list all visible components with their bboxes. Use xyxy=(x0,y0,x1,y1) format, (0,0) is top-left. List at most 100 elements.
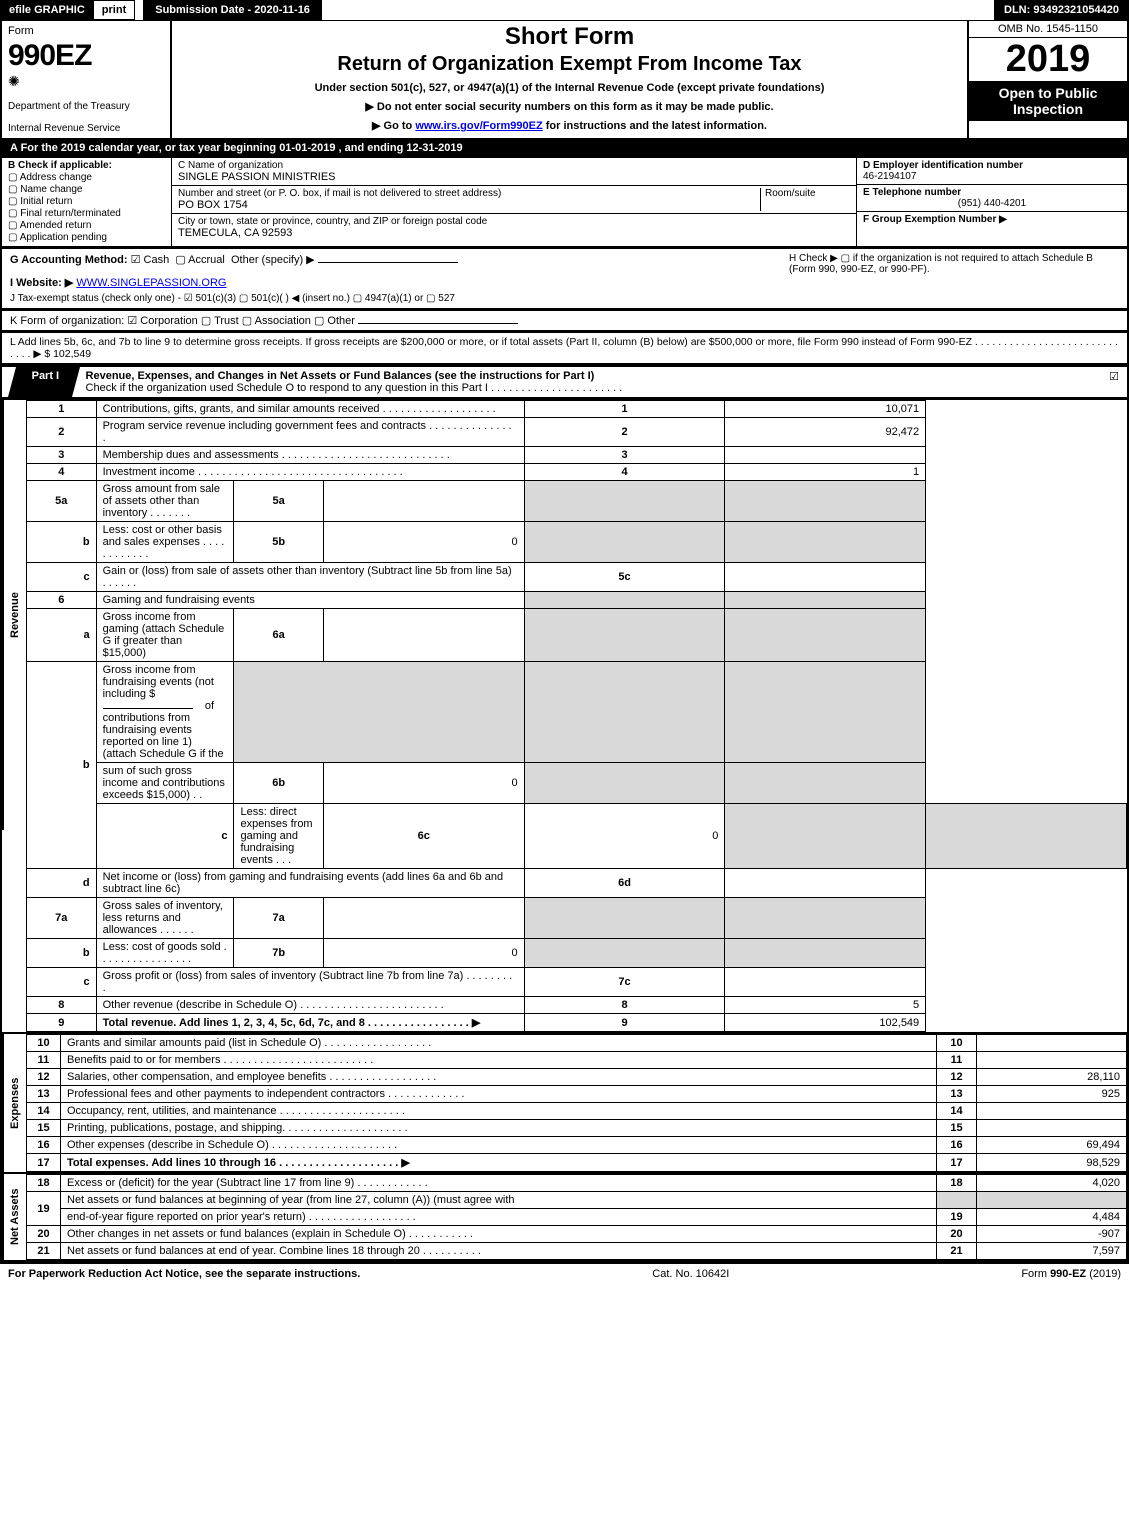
line-21: 21Net assets or fund balances at end of … xyxy=(27,1243,1127,1260)
website-link[interactable]: WWW.SINGLEPASSION.ORG xyxy=(76,277,226,289)
netassets-lines: 18Excess or (deficit) for the year (Subt… xyxy=(26,1174,1127,1260)
group-exemption-field: F Group Exemption Number ▶ xyxy=(857,212,1127,227)
section-h: H Check ▶ ▢ if the organization is not r… xyxy=(789,253,1119,304)
chk-name-change[interactable]: Name change xyxy=(8,184,165,195)
phone-value: (951) 440-4201 xyxy=(863,198,1121,209)
irs-link[interactable]: www.irs.gov/Form990EZ xyxy=(415,120,542,132)
line-6b-cont: of contributions from fundraising events… xyxy=(103,700,224,760)
chk-application-pending[interactable]: Application pending xyxy=(8,232,165,243)
chk-final-return[interactable]: Final return/terminated xyxy=(8,208,165,219)
side-netassets: Net Assets xyxy=(2,1174,26,1260)
section-def: D Employer identification number 46-2194… xyxy=(857,158,1127,246)
section-c: C Name of organization SINGLE PASSION MI… xyxy=(172,158,857,246)
part-1-grid: Revenue 1Contributions, gifts, grants, a… xyxy=(0,399,1129,1034)
address-value: PO BOX 1754 xyxy=(178,199,760,211)
return-title: Return of Organization Exempt From Incom… xyxy=(180,53,959,76)
k-text: K Form of organization: ☑ Corporation ▢ … xyxy=(10,315,355,327)
line-2: 2Program service revenue including gover… xyxy=(27,418,1127,447)
section-k: K Form of organization: ☑ Corporation ▢ … xyxy=(0,310,1129,332)
room-suite-label: Room/suite xyxy=(760,188,850,211)
line-13: 13Professional fees and other payments t… xyxy=(27,1086,1127,1103)
side-netassets-wrap: Net Assets xyxy=(2,1174,26,1260)
part-1-checkbox[interactable]: ☑ xyxy=(1101,367,1127,397)
chk-cash[interactable]: Cash xyxy=(131,254,170,266)
department-treasury: Department of the Treasury xyxy=(8,101,164,112)
section-g: G Accounting Method: Cash Accrual Other … xyxy=(10,253,789,304)
line-9: 9Total revenue. Add lines 1, 2, 3, 4, 5c… xyxy=(27,1014,1127,1032)
line-19b: end-of-year figure reported on prior yea… xyxy=(27,1209,1127,1226)
revenue-table: 1Contributions, gifts, grants, and simil… xyxy=(26,400,1127,1032)
chk-accrual[interactable]: Accrual xyxy=(175,254,225,266)
ein-value: 46-2194107 xyxy=(863,171,1121,182)
side-expenses-wrap: Expenses xyxy=(2,1034,26,1172)
efile-button[interactable]: efile GRAPHIC xyxy=(0,0,94,20)
org-name-label: C Name of organization xyxy=(178,160,850,171)
line-6c: cLess: direct expenses from gaming and f… xyxy=(27,804,1127,869)
footer-left: For Paperwork Reduction Act Notice, see … xyxy=(8,1268,360,1280)
group-exemption-label: F Group Exemption Number ▶ xyxy=(863,214,1007,225)
city-value: TEMECULA, CA 92593 xyxy=(178,227,850,239)
omb-number: OMB No. 1545-1150 xyxy=(969,21,1127,38)
part-1-header: Part I Revenue, Expenses, and Changes in… xyxy=(0,365,1129,399)
footer-cat-no: Cat. No. 10642I xyxy=(652,1268,729,1280)
chk-amended-return[interactable]: Amended return xyxy=(8,220,165,231)
address-label: Number and street (or P. O. box, if mail… xyxy=(178,188,760,199)
i-label: I Website: ▶ xyxy=(10,277,73,289)
h-text-2: (Form 990, 990-EZ, or 990-PF). xyxy=(789,264,1119,275)
section-i-website: I Website: ▶ WWW.SINGLEPASSION.ORG xyxy=(10,276,789,289)
line-5b: bLess: cost or other basis and sales exp… xyxy=(27,522,1127,563)
g-label: G Accounting Method: xyxy=(10,254,128,266)
line-5a: 5aGross amount from sale of assets other… xyxy=(27,481,1127,522)
line-17: 17Total expenses. Add lines 10 through 1… xyxy=(27,1154,1127,1172)
line-14: 14Occupancy, rent, utilities, and mainte… xyxy=(27,1103,1127,1120)
city-label: City or town, state or province, country… xyxy=(178,216,850,227)
ein-field: D Employer identification number 46-2194… xyxy=(857,158,1127,185)
line-6d: dNet income or (loss) from gaming and fu… xyxy=(27,869,1127,898)
line-6b-1: bGross income from fundraising events (n… xyxy=(27,662,1127,763)
org-name: SINGLE PASSION MINISTRIES xyxy=(178,171,850,183)
section-b-checkboxes: B Check if applicable: Address change Na… xyxy=(2,158,172,246)
line-6: 6Gaming and fundraising events xyxy=(27,592,1127,609)
expenses-table: 10Grants and similar amounts paid (list … xyxy=(26,1034,1127,1172)
line-20: 20Other changes in net assets or fund ba… xyxy=(27,1226,1127,1243)
netassets-grid: Net Assets 18Excess or (deficit) for the… xyxy=(0,1174,1129,1262)
line-1: 1Contributions, gifts, grants, and simil… xyxy=(27,401,1127,418)
accounting-method-line: G Accounting Method: Cash Accrual Other … xyxy=(10,253,789,266)
tax-year: 2019 xyxy=(969,38,1127,81)
line-7b: bLess: cost of goods sold . . . . . . . … xyxy=(27,939,1127,968)
chk-initial-return[interactable]: Initial return xyxy=(8,196,165,207)
under-section: Under section 501(c), 527, or 4947(a)(1)… xyxy=(180,82,959,94)
header-left: Form 990EZ ✺ Department of the Treasury … xyxy=(2,21,172,138)
page-footer: For Paperwork Reduction Act Notice, see … xyxy=(0,1262,1129,1284)
no-ssn-warning: ▶ Do not enter social security numbers o… xyxy=(180,100,959,113)
header-right: OMB No. 1545-1150 2019 Open to Public In… xyxy=(967,21,1127,138)
side-labels: Revenue xyxy=(2,400,26,1032)
part-1-title: Revenue, Expenses, and Changes in Net As… xyxy=(76,367,1102,397)
submission-date: Submission Date - 2020-11-16 xyxy=(143,0,322,20)
form-number: 990EZ xyxy=(8,39,164,73)
part-1-tab: Part I xyxy=(8,367,80,397)
section-j-tax-exempt: J Tax-exempt status (check only one) - ☑… xyxy=(10,293,789,304)
goto-pre: ▶ Go to xyxy=(372,120,415,132)
line-18: 18Excess or (deficit) for the year (Subt… xyxy=(27,1175,1127,1192)
line-11: 11Benefits paid to or for members . . . … xyxy=(27,1052,1127,1069)
phone-field: E Telephone number (951) 440-4201 xyxy=(857,185,1127,212)
footer-right: Form 990-EZ (2019) xyxy=(1021,1268,1121,1280)
expenses-grid: Expenses 10Grants and similar amounts pa… xyxy=(0,1034,1129,1174)
short-form-title: Short Form xyxy=(180,23,959,51)
other-specify: Other (specify) ▶ xyxy=(231,254,315,266)
phone-label: E Telephone number xyxy=(863,187,1121,198)
line-6b-3: sum of such gross income and contributio… xyxy=(27,763,1127,804)
print-button[interactable]: print xyxy=(94,0,135,20)
line-10: 10Grants and similar amounts paid (list … xyxy=(27,1035,1127,1052)
open-public-inspection: Open to Public Inspection xyxy=(969,81,1127,121)
part-1-check-line: Check if the organization used Schedule … xyxy=(86,382,623,394)
line-7a: 7aGross sales of inventory, less returns… xyxy=(27,898,1127,939)
chk-address-change[interactable]: Address change xyxy=(8,172,165,183)
section-gh: G Accounting Method: Cash Accrual Other … xyxy=(0,248,1129,310)
line-3: 3Membership dues and assessments . . . .… xyxy=(27,447,1127,464)
line-12: 12Salaries, other compensation, and empl… xyxy=(27,1069,1127,1086)
line-19a: 19Net assets or fund balances at beginni… xyxy=(27,1192,1127,1209)
section-l: L Add lines 5b, 6c, and 7b to line 9 to … xyxy=(0,332,1129,365)
org-info-block: B Check if applicable: Address change Na… xyxy=(0,158,1129,248)
